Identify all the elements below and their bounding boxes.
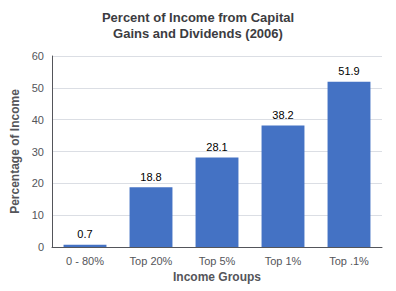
svg-text:51.9: 51.9 — [338, 65, 359, 77]
svg-text:Top 1%: Top 1% — [265, 255, 302, 267]
svg-text:Income Groups: Income Groups — [173, 270, 261, 284]
svg-text:Gains and Dividends (2006): Gains and Dividends (2006) — [113, 26, 283, 41]
svg-text:50: 50 — [32, 82, 44, 94]
svg-text:0.7: 0.7 — [77, 228, 92, 240]
svg-text:Top 5%: Top 5% — [199, 255, 236, 267]
svg-text:0 - 80%: 0 - 80% — [66, 255, 104, 267]
svg-text:10: 10 — [32, 209, 44, 221]
svg-text:Top .1%: Top .1% — [329, 255, 369, 267]
svg-text:0: 0 — [38, 241, 44, 253]
svg-text:Percent of Income from Capital: Percent of Income from Capital — [102, 10, 294, 25]
svg-text:40: 40 — [32, 114, 44, 126]
svg-text:18.8: 18.8 — [140, 171, 161, 183]
svg-text:30: 30 — [32, 146, 44, 158]
svg-text:Top 20%: Top 20% — [130, 255, 173, 267]
svg-text:28.1: 28.1 — [206, 141, 227, 153]
svg-text:20: 20 — [32, 177, 44, 189]
svg-text:Percentage of Income: Percentage of Income — [8, 89, 22, 214]
svg-text:38.2: 38.2 — [272, 109, 293, 121]
svg-text:60: 60 — [32, 50, 44, 62]
